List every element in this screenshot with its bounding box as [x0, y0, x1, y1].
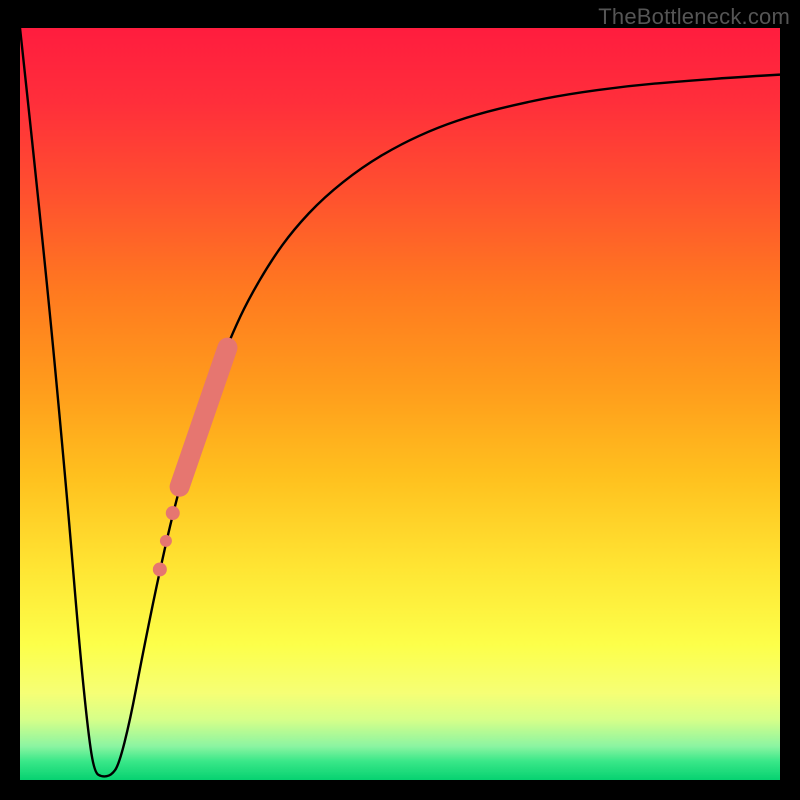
highlight-band [180, 348, 228, 487]
watermark-text: TheBottleneck.com [598, 4, 790, 30]
curve-layer [20, 28, 780, 780]
chart-container: TheBottleneck.com [0, 0, 800, 800]
highlight-dot [166, 506, 180, 520]
plot-area [20, 28, 780, 780]
bottleneck-curve [20, 28, 780, 776]
highlight-dot [153, 562, 167, 576]
highlight-dot [160, 535, 172, 547]
